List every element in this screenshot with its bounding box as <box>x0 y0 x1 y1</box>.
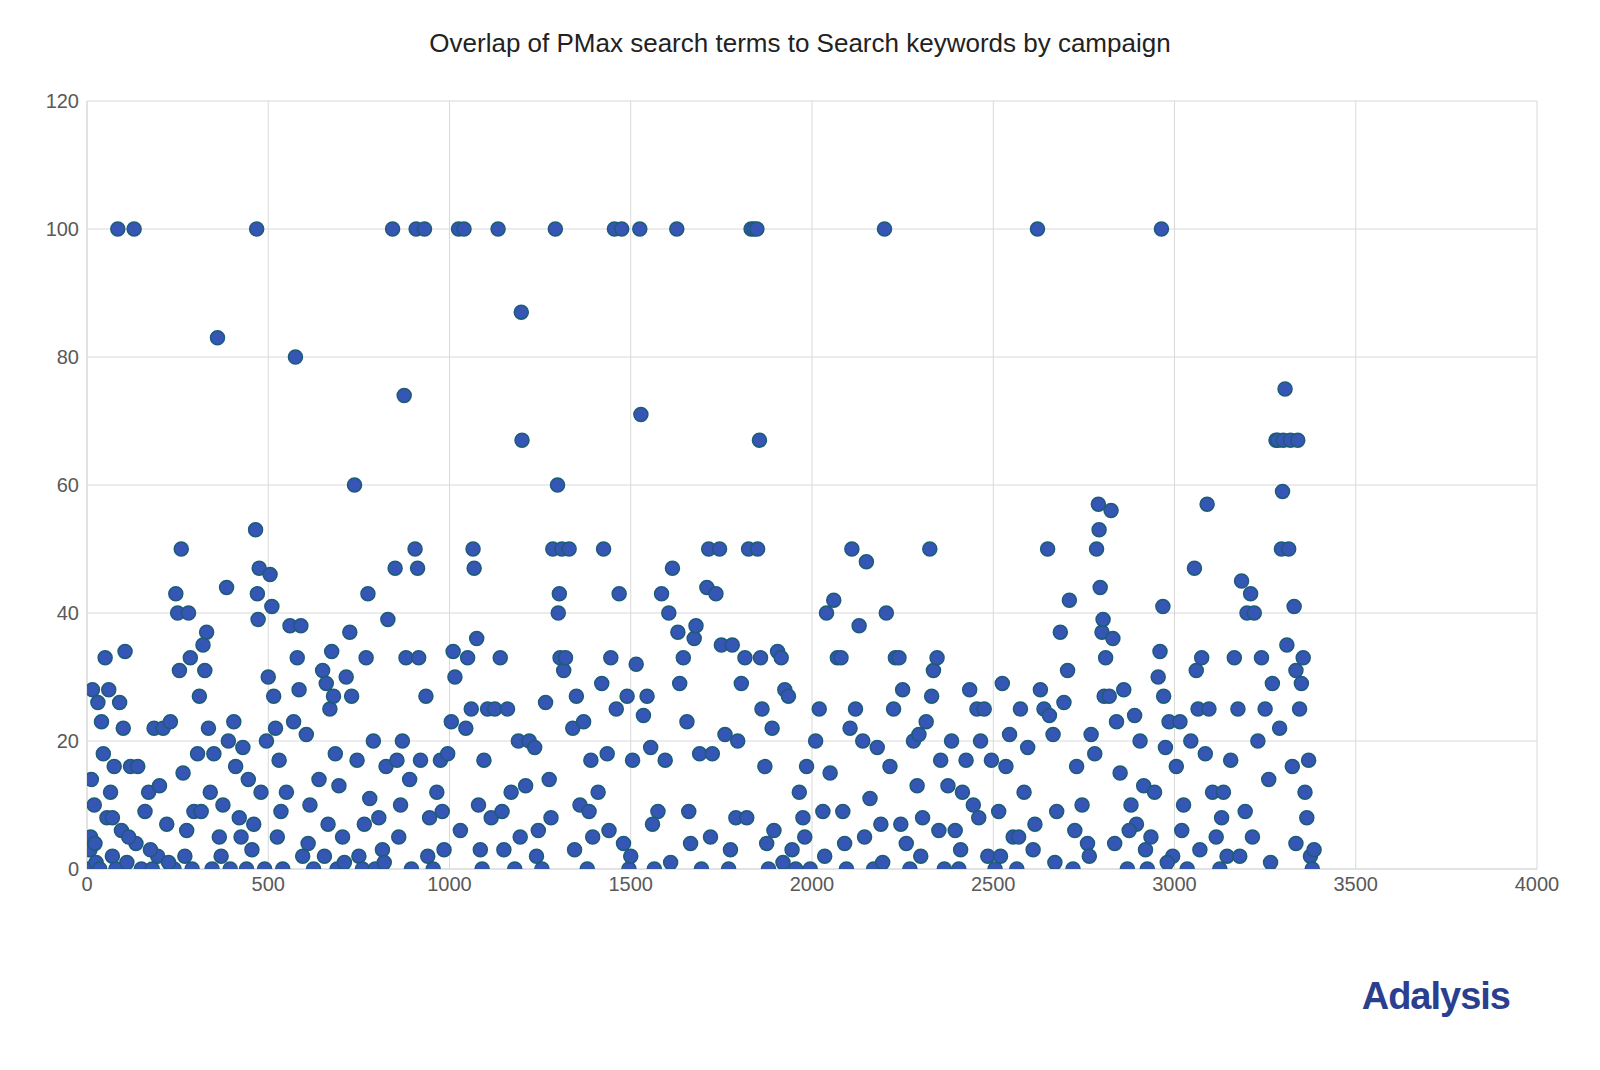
svg-text:1500: 1500 <box>609 873 654 895</box>
svg-text:20: 20 <box>57 730 79 752</box>
svg-text:2500: 2500 <box>971 873 1016 895</box>
svg-text:120: 120 <box>46 90 79 112</box>
svg-text:3500: 3500 <box>1334 873 1379 895</box>
svg-text:40: 40 <box>57 602 79 624</box>
svg-text:100: 100 <box>46 218 79 240</box>
svg-text:80: 80 <box>57 346 79 368</box>
svg-text:500: 500 <box>252 873 285 895</box>
svg-text:3000: 3000 <box>1152 873 1197 895</box>
svg-text:2000: 2000 <box>790 873 835 895</box>
svg-text:0: 0 <box>68 858 79 880</box>
svg-text:4000: 4000 <box>1515 873 1560 895</box>
html-text:Adalysis: Adalysis <box>1361 975 1510 1017</box>
svg-text:1000: 1000 <box>427 873 472 895</box>
html-text:Overlap of PMax search terms t: Overlap of PMax search terms to Search k… <box>429 28 1171 58</box>
svg-text:0: 0 <box>81 873 92 895</box>
svg-text:60: 60 <box>57 474 79 496</box>
